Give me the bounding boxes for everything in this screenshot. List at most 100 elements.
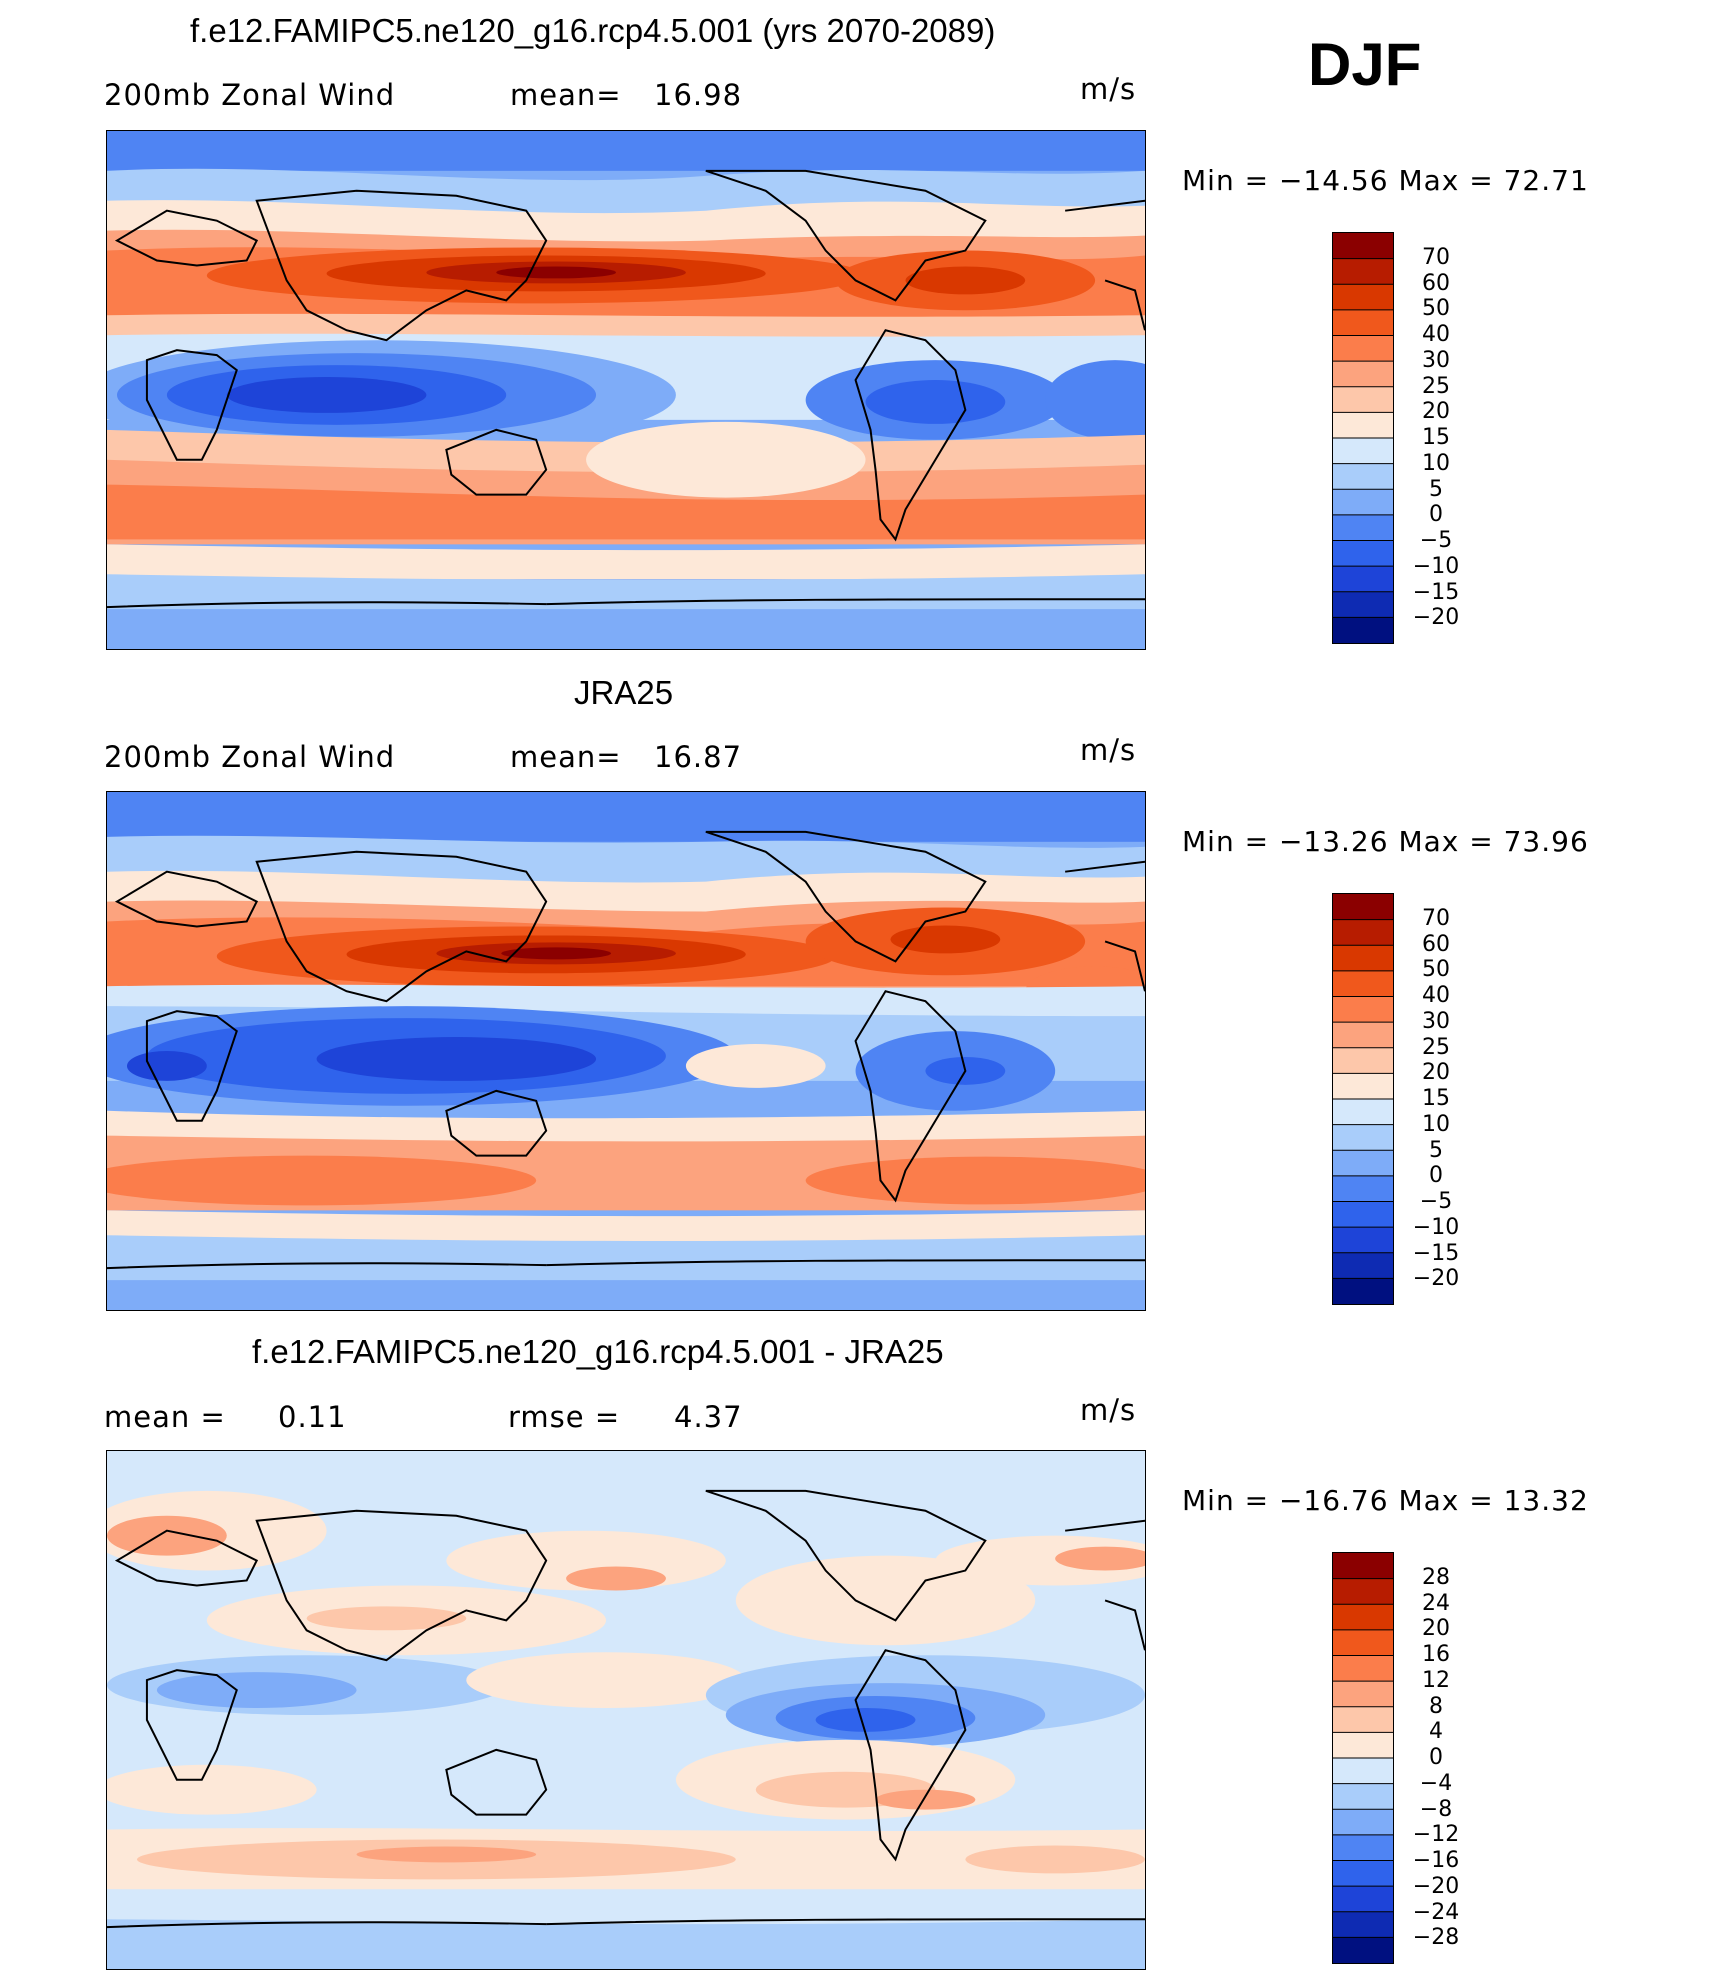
panel3-colorbar-swatch	[1333, 1937, 1393, 1963]
panel3-colorbar-tick-label: −8	[1419, 1796, 1453, 1822]
panel3-colorbar-tick-label: 0	[1429, 1745, 1443, 1770]
panel3-map	[106, 1450, 1146, 1970]
panel3-colorbar-tick-label: 8	[1429, 1693, 1443, 1719]
panel3-colorbar-tick-label: 12	[1422, 1667, 1450, 1693]
panel1-colorbar-swatch	[1333, 258, 1393, 285]
panel3-colorbar-swatch	[1333, 1783, 1393, 1810]
panel1-colorbar-tick-label: 25	[1422, 373, 1450, 399]
panel2-colorbar-swatch	[1333, 919, 1393, 946]
panel2-colorbar-swatch	[1333, 970, 1393, 997]
panel2-units: m/s	[1080, 733, 1137, 767]
panel1-mean-label: mean=	[510, 78, 622, 112]
panel2-mean-label: mean=	[510, 740, 622, 774]
season-label: DJF	[1308, 31, 1422, 98]
panel2-colorbar-tick-label: 40	[1422, 983, 1450, 1008]
panel3-colorbar-swatch	[1333, 1911, 1393, 1938]
panel3-colorbar	[1332, 1552, 1394, 1964]
panel2-colorbar-swatch	[1333, 1175, 1393, 1202]
panel3-colorbar-tick-label: −20	[1412, 1873, 1460, 1899]
panel1-colorbar-tick-label: 15	[1422, 425, 1450, 450]
panel3-colorbar-swatch	[1333, 1629, 1393, 1656]
panel3-colorbar-swatch	[1333, 1604, 1393, 1631]
panel3-title: f.e12.FAMIPC5.ne120_g16.rcp4.5.001 - JRA…	[252, 1333, 944, 1370]
panel3-colorbar-tick-label: −16	[1412, 1848, 1460, 1873]
panel1-colorbar-tick-label: −5	[1419, 528, 1453, 553]
panel3-colorbar-swatch	[1333, 1834, 1393, 1861]
panel3-colorbar-tick-label: 20	[1422, 1616, 1450, 1642]
panel3-map-svg	[107, 1451, 1145, 1969]
panel1-colorbar-swatch	[1333, 617, 1393, 643]
panel2-colorbar-tick-label: 60	[1422, 931, 1450, 957]
panel2-mean-value: 16.87	[654, 740, 743, 774]
panel1-map-svg	[107, 131, 1145, 649]
panel2-colorbar-tick-label: −5	[1419, 1189, 1453, 1214]
panel1-colorbar-tick-label: 30	[1422, 347, 1450, 373]
panel1-colorbar-swatch	[1333, 309, 1393, 336]
panel2-colorbar-tick-label: −15	[1412, 1240, 1460, 1266]
panel2-colorbar-swatch	[1333, 1099, 1393, 1126]
panel1-colorbar-tick-label: 40	[1422, 322, 1450, 347]
panel3-colorbar-tick-label: 24	[1422, 1590, 1450, 1616]
panel3-colorbar-tick-label: −12	[1412, 1822, 1460, 1848]
panel3-colorbar-swatch	[1333, 1758, 1393, 1785]
panel1-colorbar-swatch	[1333, 540, 1393, 567]
panel1-colorbar-swatch	[1333, 489, 1393, 516]
panel3-colorbar-swatch	[1333, 1706, 1393, 1733]
panel3-minmax: Min = −16.76 Max = 13.32	[1182, 1484, 1589, 1517]
panel1-colorbar-swatch	[1333, 412, 1393, 439]
panel3-colorbar-swatch	[1333, 1578, 1393, 1605]
panel2-colorbar-tick-label: 30	[1422, 1008, 1450, 1034]
panel1-colorbar-swatch	[1333, 566, 1393, 593]
panel1-colorbar-tick-label: −15	[1412, 579, 1460, 605]
panel3-colorbar-swatch	[1333, 1860, 1393, 1887]
panel3-colorbar-swatch	[1333, 1886, 1393, 1913]
panel2-colorbar-tick-label: 50	[1422, 957, 1450, 983]
panel2-colorbar-svg	[1333, 894, 1393, 1304]
panel2-colorbar-swatch	[1333, 1022, 1393, 1049]
panel1-title: f.e12.FAMIPC5.ne120_g16.rcp4.5.001 (yrs …	[190, 12, 996, 49]
panel1-colorbar-svg	[1333, 233, 1393, 643]
panel1-map	[106, 130, 1146, 650]
panel3-colorbar-tick-label: −28	[1412, 1925, 1460, 1951]
panel2-colorbar-tick-label: 0	[1429, 1163, 1443, 1189]
panel2-title: JRA25	[574, 674, 674, 711]
panel3-colorbar-swatch	[1333, 1681, 1393, 1708]
panel3-colorbar-tick-label: −24	[1412, 1899, 1460, 1925]
panel2-colorbar-swatch	[1333, 1201, 1393, 1228]
panel1-colorbar-tick-label: 0	[1429, 502, 1443, 528]
panel1-colorbar-swatch	[1333, 463, 1393, 490]
panel1-colorbar-tick-label: 70	[1422, 244, 1450, 270]
panel2-colorbar-tick-label: 15	[1422, 1086, 1450, 1111]
panel1-minmax: Min = −14.56 Max = 72.71	[1182, 164, 1589, 197]
panel3-mean-label: mean =	[104, 1400, 226, 1434]
panel1-colorbar-swatch	[1333, 514, 1393, 541]
panel2-colorbar-swatch	[1333, 1124, 1393, 1151]
panel3-colorbar-tick-label: 28	[1422, 1564, 1450, 1590]
panel2-colorbar-swatch	[1333, 1252, 1393, 1279]
panel3-colorbar-svg	[1333, 1553, 1393, 1963]
panel2-variable-label: 200mb Zonal Wind	[104, 740, 396, 774]
panel2-colorbar-swatch	[1333, 1047, 1393, 1074]
panel1-mean-value: 16.98	[654, 78, 743, 112]
panel1-colorbar-swatch	[1333, 438, 1393, 465]
panel2-colorbar-tick-label: −20	[1412, 1266, 1460, 1292]
panel1-colorbar-tick-label: 10	[1422, 450, 1450, 476]
panel3-colorbar-swatch	[1333, 1553, 1393, 1580]
panel1-colorbar-swatch	[1333, 361, 1393, 388]
panel3-units: m/s	[1080, 1393, 1137, 1427]
panel1-variable-label: 200mb Zonal Wind	[104, 78, 396, 112]
panel1-colorbar-swatch	[1333, 284, 1393, 311]
panel1-colorbar-tick-label: 5	[1429, 476, 1443, 502]
panel2-colorbar-swatch	[1333, 1150, 1393, 1177]
panel2-colorbar-tick-label: 70	[1422, 905, 1450, 931]
panel1-colorbar-tick-label: 60	[1422, 270, 1450, 296]
panel2-colorbar-swatch	[1333, 1073, 1393, 1100]
panel3-colorbar-tick-label: 4	[1429, 1719, 1443, 1745]
panel2-colorbar	[1332, 893, 1394, 1305]
panel2-colorbar-tick-label: 20	[1422, 1060, 1450, 1086]
panel2-colorbar-tick-label: 25	[1422, 1034, 1450, 1060]
panel3-rmse-value: 4.37	[674, 1400, 743, 1434]
panel1-colorbar-swatch	[1333, 591, 1393, 618]
panel2-colorbar-swatch	[1333, 1227, 1393, 1254]
panel1-colorbar-tick-label: −20	[1412, 605, 1460, 631]
